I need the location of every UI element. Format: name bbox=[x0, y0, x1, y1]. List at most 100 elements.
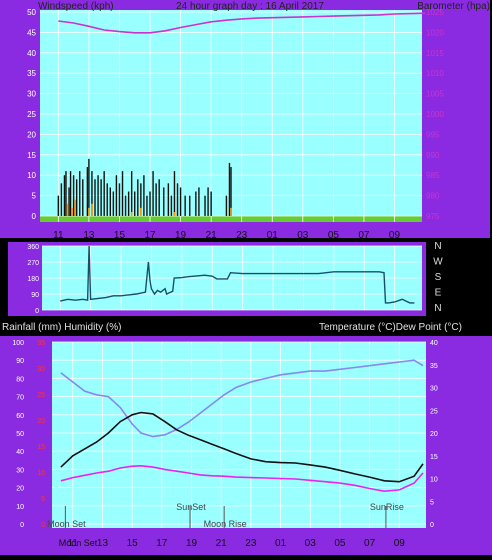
moon-rise-label: Moon Rise bbox=[204, 519, 247, 529]
direction-tick-label: 180 bbox=[27, 276, 39, 283]
wind-direction-line bbox=[60, 245, 415, 304]
direction-tick-label: 270 bbox=[27, 260, 39, 267]
windspeed-tick-label: 0 bbox=[32, 212, 37, 221]
barometer-tick-label: 975 bbox=[426, 212, 440, 221]
temp-dewpoint-axis-title: Temperature (°C)Dew Point (°C) bbox=[319, 322, 462, 333]
rainfall-tick-label: 30 bbox=[37, 366, 45, 373]
humidity-tick-label: 50 bbox=[16, 431, 24, 438]
barometer-tick-label: 990 bbox=[426, 151, 440, 160]
barometer-tick-label: 980 bbox=[426, 192, 440, 201]
top-time-axis: 11 13 15 17 19 21 23 01 03 05 07 09 bbox=[53, 230, 400, 241]
sun-moon-events: Moon Set SunSet Moon Rise SunRise Moon Set bbox=[47, 502, 404, 548]
temperature-tick-label: 5 bbox=[430, 499, 434, 506]
windspeed-tick-label: 45 bbox=[27, 28, 36, 37]
rainfall-tick-label: 35 bbox=[37, 340, 45, 347]
windspeed-tick-label: 20 bbox=[27, 130, 36, 139]
windspeed-tick-label: 5 bbox=[32, 192, 37, 201]
bottom-time-tick-label: 05 bbox=[334, 538, 346, 549]
rain-humidity-axis-title: Rainfall (mm) Humidity (%) bbox=[2, 322, 121, 333]
windspeed-tick-label: 10 bbox=[27, 171, 36, 180]
rainfall-tick-label: 25 bbox=[37, 392, 45, 399]
rainfall-tick-label: 10 bbox=[37, 470, 45, 477]
barometer-tick-label: 1000 bbox=[426, 110, 444, 119]
windspeed-tick-label: 30 bbox=[27, 90, 36, 99]
humidity-tick-label: 100 bbox=[12, 340, 24, 347]
temperature-tick-label: 20 bbox=[430, 431, 438, 438]
compass-label: N bbox=[434, 303, 441, 314]
barometer-tick-label: 1020 bbox=[426, 28, 444, 37]
top-time-tick-label: 15 bbox=[114, 230, 126, 241]
humidity-tick-label: 20 bbox=[16, 486, 24, 493]
graph-title: 24 hour graph day : 16 April 2017 bbox=[176, 1, 324, 12]
top-plot-grid bbox=[40, 10, 422, 222]
humidity-line bbox=[60, 359, 424, 438]
rainfall-tick-label: 5 bbox=[41, 496, 45, 503]
temperature-line bbox=[60, 411, 424, 483]
bottom-time-tick-label: 09 bbox=[394, 538, 406, 549]
direction-tick-label: 360 bbox=[27, 244, 39, 251]
temperature-tick-label: 15 bbox=[430, 454, 438, 461]
bottom-time-tick-label: 19 bbox=[186, 538, 198, 549]
bottom-time-tick-label: 17 bbox=[156, 538, 168, 549]
top-time-tick-label: 05 bbox=[328, 230, 340, 241]
top-time-tick-label: 17 bbox=[144, 230, 156, 241]
barometer-tick-label: 985 bbox=[426, 171, 440, 180]
temperature-tick-label: 0 bbox=[430, 522, 434, 529]
top-time-tick-label: 07 bbox=[358, 230, 370, 241]
top-time-tick-label: 23 bbox=[236, 230, 248, 241]
direction-tick-label: 0 bbox=[35, 308, 39, 315]
temperature-tick-label: 25 bbox=[430, 408, 438, 415]
temperature-tick-label: 35 bbox=[430, 363, 438, 370]
sun-set-label: SunSet bbox=[176, 502, 206, 512]
humidity-tick-label: 90 bbox=[16, 358, 24, 365]
humidity-tick-label: 70 bbox=[16, 395, 24, 402]
sun-rise-label: SunRise bbox=[370, 502, 404, 512]
humidity-tick-label: 30 bbox=[16, 467, 24, 474]
windspeed-tick-label: 25 bbox=[27, 110, 36, 119]
bottom-time-tick-label: 13 bbox=[97, 538, 109, 549]
bottom-time-tick-label: 11 bbox=[68, 538, 79, 549]
barometer-tick-label: 1010 bbox=[426, 69, 444, 78]
gust-bars bbox=[66, 199, 232, 216]
top-time-tick-label: 13 bbox=[83, 230, 95, 241]
direction-grid bbox=[42, 245, 422, 311]
barometer-axis-title: Barometer (hpa) bbox=[417, 1, 490, 12]
top-time-tick-label: 19 bbox=[175, 230, 187, 241]
bottom-time-tick-label: 03 bbox=[305, 538, 317, 549]
bottom-time-tick-label: 15 bbox=[127, 538, 139, 549]
rainfall-tick-label: 0 bbox=[41, 522, 45, 529]
barometer-tick-label: 1005 bbox=[426, 90, 444, 99]
barometer-tick-label: 1015 bbox=[426, 49, 444, 58]
dew-point-line bbox=[60, 464, 424, 493]
windspeed-tick-label: 35 bbox=[27, 69, 36, 78]
bottom-time-axis: 11 13 15 17 19 21 23 01 03 05 07 09 bbox=[68, 538, 406, 549]
top-time-tick-label: 21 bbox=[206, 230, 218, 241]
bottom-time-tick-label: 07 bbox=[364, 538, 376, 549]
compass-label: S bbox=[435, 272, 442, 283]
top-time-tick-label: 01 bbox=[267, 230, 279, 241]
top-time-tick-label: 11 bbox=[53, 230, 64, 241]
bottom-time-tick-label: 21 bbox=[216, 538, 228, 549]
windspeed-tick-label: 15 bbox=[27, 151, 36, 160]
top-time-tick-label: 09 bbox=[389, 230, 401, 241]
windspeed-axis-title: Windspeed (kph) bbox=[38, 1, 114, 12]
barometer-tick-label: 1025 bbox=[426, 8, 444, 17]
direction-axis: 360 270 180 90 0 bbox=[27, 244, 39, 315]
compass-label: W bbox=[433, 257, 443, 268]
humidity-tick-label: 0 bbox=[20, 522, 24, 529]
moon-set-label: Moon Set bbox=[47, 519, 86, 529]
bottom-time-tick-label: 01 bbox=[275, 538, 287, 549]
direction-tick-label: 90 bbox=[31, 292, 39, 299]
humidity-tick-label: 80 bbox=[16, 376, 24, 383]
bottom-plot-grid bbox=[52, 341, 426, 528]
temperature-tick-label: 40 bbox=[430, 340, 438, 347]
temperature-axis: 40 35 30 25 20 15 10 5 0 bbox=[430, 340, 438, 529]
rainfall-tick-label: 15 bbox=[37, 444, 45, 451]
barometer-tick-label: 995 bbox=[426, 130, 440, 139]
bottom-time-tick-label: 23 bbox=[245, 538, 257, 549]
compass-label: E bbox=[435, 288, 442, 299]
